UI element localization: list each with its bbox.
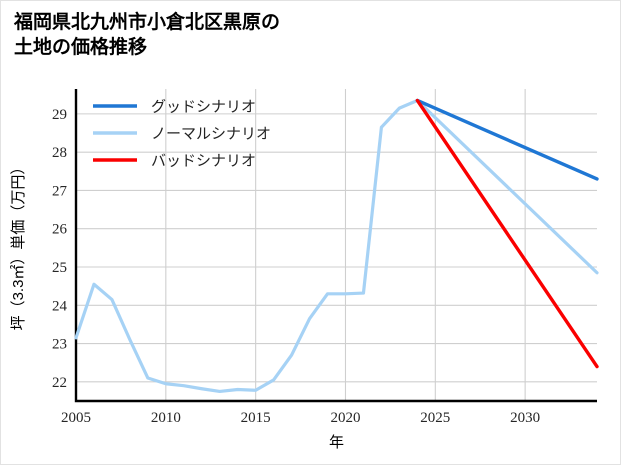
x-tick-label: 2030	[510, 410, 540, 426]
y-tick-label: 24	[52, 298, 68, 314]
x-tick-label: 2010	[151, 410, 181, 426]
y-tick-label: 28	[52, 145, 67, 161]
page-title: 福岡県北九州市小倉北区黒原の 土地の価格推移	[14, 12, 281, 59]
x-tick-label: 2005	[61, 410, 91, 426]
series-line-ノーマルシナリオ	[74, 98, 599, 394]
series-lines	[74, 98, 599, 394]
axis-spine	[74, 89, 597, 403]
legend-label: バッドシナリオ	[151, 154, 256, 170]
x-tick-label: 2020	[330, 410, 360, 426]
gridlines	[75, 89, 597, 401]
axis-spines	[74, 89, 597, 403]
y-tick-label: 25	[52, 260, 67, 276]
y-tick-labels: 22 23 24 25 26 27 28 29	[52, 107, 68, 391]
y-tick-label: 22	[52, 375, 67, 391]
axis-titles: 年 坪（3.3㎡）単価（万円）	[10, 160, 344, 451]
legend-label: ノーマルシナリオ	[151, 127, 271, 143]
x-tick-label: 2015	[241, 410, 271, 426]
legend-label: グッドシナリオ	[151, 99, 256, 116]
y-tick-label: 23	[52, 337, 67, 353]
series-line-バッドシナリオ	[415, 98, 599, 369]
x-tick-label: 2025	[420, 410, 450, 426]
x-axis-title: 年	[329, 434, 344, 451]
y-axis-title: 坪（3.3㎡）単価（万円）	[10, 160, 27, 331]
y-tick-label: 29	[52, 107, 67, 123]
series-line-グッドシナリオ	[415, 98, 599, 181]
x-tick-labels: 2005 2010 2015 2020 2025 2030	[61, 410, 540, 426]
y-tick-label: 26	[52, 222, 68, 238]
y-tick-label: 27	[52, 183, 68, 199]
